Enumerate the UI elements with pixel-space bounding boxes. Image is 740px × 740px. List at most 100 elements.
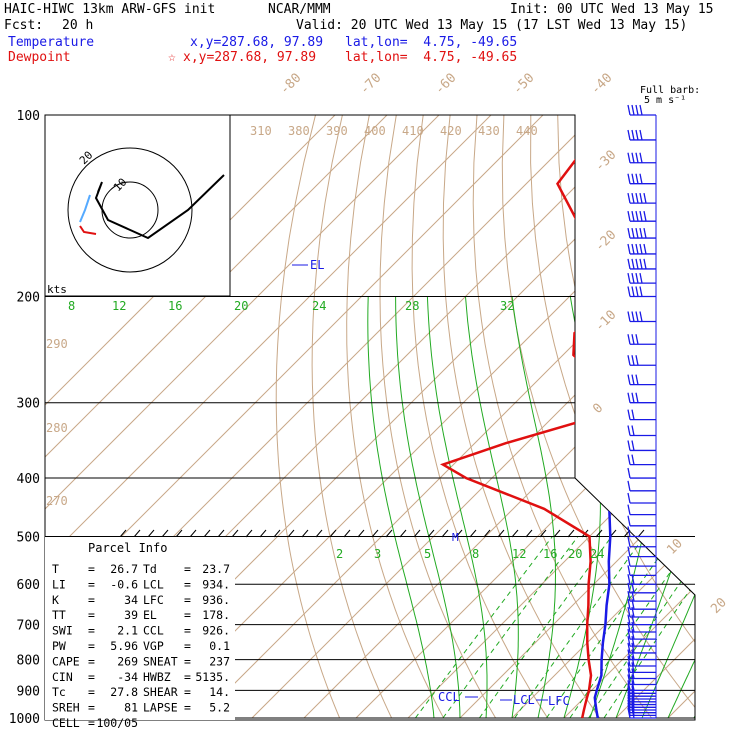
wind-barb-flag	[627, 104, 631, 116]
m-label: M	[452, 531, 459, 544]
hatch-mark	[329, 529, 337, 538]
hatch-mark	[497, 529, 505, 538]
wind-barb-flag	[627, 606, 631, 618]
parcel-field-value: 5.2	[209, 701, 230, 715]
wind-barb-flag	[627, 590, 631, 602]
wind-barb-flag	[627, 582, 631, 593]
isotherm-label: -20	[592, 228, 619, 255]
mixing-ratio-label: 8	[68, 299, 75, 313]
wind-barb-flag	[639, 152, 643, 163]
hatch-mark	[259, 529, 267, 538]
wind-barb	[627, 556, 656, 567]
dry-adiabat-line	[346, 115, 445, 719]
dewpoint-legend: Dewpoint	[8, 50, 71, 65]
isotherm-line	[459, 115, 695, 719]
hatch-mark	[511, 529, 519, 538]
parcel-field-value: 178.	[202, 608, 230, 622]
wind-barb-flag	[627, 599, 631, 610]
wind-barb-flag	[631, 649, 635, 660]
wind-barb-flag	[627, 355, 631, 366]
theta-label: 410	[402, 124, 424, 138]
isotherm-line	[303, 115, 695, 719]
wind-barb-flag	[631, 227, 635, 239]
dry-adiabat-line	[411, 115, 549, 719]
wind-barb-flag	[631, 636, 635, 647]
theta-label: 380	[288, 124, 310, 138]
wind-barb-flag	[631, 173, 635, 184]
parcel-field-equals: =	[88, 624, 95, 638]
hatch-mark	[217, 529, 225, 538]
wind-barb-flag	[631, 454, 635, 465]
mixing-ratio-line	[603, 536, 695, 719]
pressure-tick-label: 600	[17, 578, 40, 593]
hatch-mark	[301, 529, 309, 538]
wind-barb-flag	[631, 662, 635, 673]
mixing-ratio-label: 28	[405, 299, 419, 313]
parcel-field-value: 5.96	[110, 639, 138, 653]
wind-barb-flag	[635, 258, 639, 270]
wind-barb-flag	[627, 227, 631, 239]
wind-barb	[627, 662, 656, 673]
wind-barb-flag	[627, 526, 631, 537]
wind-barb-flag	[627, 454, 631, 465]
hatch-mark	[287, 529, 295, 538]
hatch-mark	[119, 529, 127, 538]
parcel-info-box	[45, 537, 235, 720]
hatch-mark	[231, 529, 239, 538]
hodograph-trace	[94, 174, 225, 240]
wind-barb	[627, 504, 656, 516]
dry-adiabat-line	[638, 115, 695, 719]
wind-barb-flag	[631, 668, 635, 679]
wind-barb-flag	[635, 392, 639, 403]
mixing-ratio-label: 24	[590, 547, 604, 561]
wind-barb	[627, 668, 656, 680]
wind-barb	[627, 243, 656, 255]
parcel-field-name: PW	[52, 639, 66, 653]
wind-barb-flag	[639, 211, 643, 222]
fcst-value: 20 h	[62, 18, 94, 33]
wind-barb-flag	[627, 614, 631, 625]
isotherm-label: 20	[708, 595, 730, 617]
mixing-ratio-label: 8	[472, 547, 479, 561]
wind-barb	[627, 565, 656, 576]
parcel-field-name: CIN	[52, 670, 73, 684]
wind-barb-flag	[631, 104, 635, 116]
wind-barb-flag	[639, 104, 643, 116]
parcel-field-value: -34	[117, 670, 138, 684]
wind-barb	[627, 649, 656, 661]
mixing-ratio-line	[588, 536, 695, 719]
parcel-field-value: 237	[209, 654, 230, 668]
wind-barb	[627, 192, 656, 204]
wind-barb-flag	[631, 629, 635, 640]
parcel-field-value: 100/05	[96, 716, 138, 730]
hatch-mark	[567, 529, 575, 538]
wind-barb	[627, 526, 656, 538]
wind-barb	[627, 642, 656, 654]
parcel-field-value: 81	[124, 701, 138, 715]
wind-barb-flag	[631, 409, 635, 420]
wind-barb-flag	[627, 480, 631, 491]
isotherm-label: -60	[432, 71, 459, 98]
wind-barb-flag	[635, 334, 639, 345]
pressure-tick-label: 900	[17, 684, 40, 699]
parcel-field-value: 26.7	[110, 562, 138, 576]
isotherm-label: -80	[277, 71, 304, 98]
parcel-field-value: 926.	[202, 624, 230, 638]
parcel-field-equals: =	[184, 639, 191, 653]
wind-barb-flag	[631, 311, 635, 322]
wind-barb-flag	[639, 192, 643, 204]
hatch-mark	[245, 529, 253, 538]
wind-barb	[627, 492, 656, 504]
wind-barb-flag	[627, 467, 631, 479]
isotherm-label: -70	[357, 71, 384, 98]
parcel-field-name: EL	[143, 608, 157, 622]
parcel-field-value: 2.1	[117, 624, 138, 638]
wind-barb	[627, 334, 656, 345]
hodograph-trace-low	[79, 194, 91, 223]
hatch-mark	[483, 529, 491, 538]
wind-barb-flag	[627, 173, 631, 184]
theta-label: 400	[364, 124, 386, 138]
wind-barb-flag	[627, 272, 631, 284]
wind-barb-flag	[627, 425, 631, 436]
wind-barb-flag	[631, 211, 635, 222]
